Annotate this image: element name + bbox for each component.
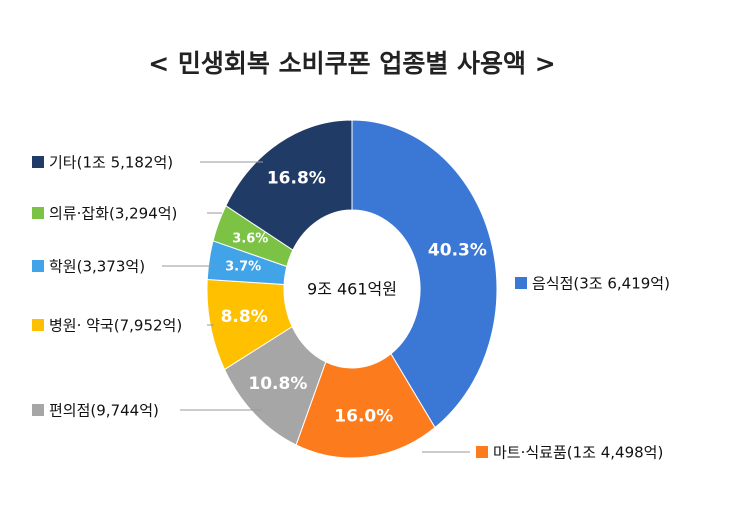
legend-label: 의류·잡화(3,294억) bbox=[49, 205, 177, 223]
legend-marker bbox=[515, 277, 527, 289]
slice bbox=[295, 353, 436, 459]
slice bbox=[225, 119, 353, 251]
legend-marker bbox=[32, 156, 44, 168]
legend-label: 음식점(3조 6,419억) bbox=[532, 275, 670, 293]
center-label: 9조 461억원 bbox=[307, 280, 397, 299]
legend-label: 기타(1조 5,182억) bbox=[49, 154, 173, 172]
value-label: 40.3% bbox=[428, 241, 487, 261]
legend-marker bbox=[32, 207, 44, 219]
value-label: 3.6% bbox=[232, 231, 268, 246]
slice bbox=[351, 119, 498, 429]
legend-label: 병원· 약국(7,952억) bbox=[49, 317, 182, 335]
value-label: 16.0% bbox=[334, 406, 393, 426]
value-label: 10.8% bbox=[248, 374, 307, 394]
legend-marker bbox=[476, 446, 488, 458]
legend-label: 편의점(9,744억) bbox=[49, 402, 159, 420]
legend-marker bbox=[32, 319, 44, 331]
legend-marker bbox=[32, 260, 44, 272]
legend-marker bbox=[32, 404, 44, 416]
legend-label: 마트·식료품(1조 4,498억) bbox=[493, 444, 663, 462]
legend-label: 학원(3,373억) bbox=[49, 258, 145, 276]
value-label: 8.8% bbox=[221, 307, 268, 327]
value-label: 3.7% bbox=[225, 259, 261, 274]
chart-title: < 민생회복 소비쿠폰 업종별 사용액 > bbox=[148, 49, 555, 78]
value-label: 16.8% bbox=[267, 168, 326, 188]
